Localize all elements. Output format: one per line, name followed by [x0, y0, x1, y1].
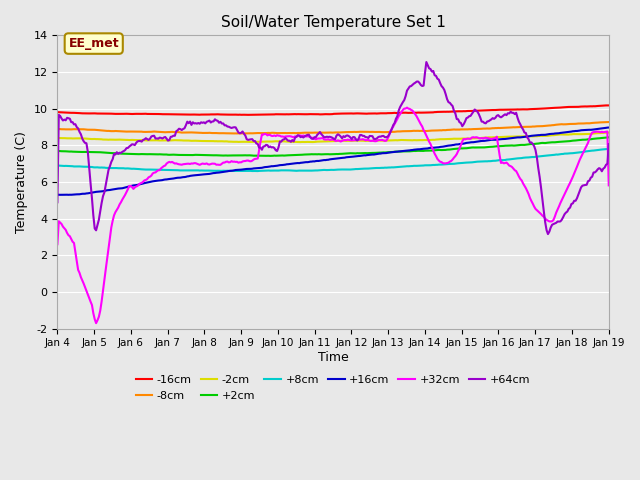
X-axis label: Time: Time	[317, 351, 348, 364]
-2cm	[233, 139, 241, 144]
Line: -16cm: -16cm	[58, 106, 609, 115]
+16cm	[402, 148, 410, 154]
-2cm	[402, 137, 410, 143]
+32cm	[605, 182, 612, 188]
+64cm	[456, 120, 463, 125]
+2cm	[605, 134, 612, 140]
-2cm	[272, 138, 280, 144]
-8cm	[235, 131, 243, 136]
-2cm	[605, 130, 612, 135]
+8cm	[233, 168, 241, 174]
Text: EE_met: EE_met	[68, 37, 119, 50]
+16cm	[453, 142, 461, 147]
+32cm	[457, 142, 465, 148]
-8cm	[120, 129, 127, 134]
+2cm	[273, 153, 281, 158]
-8cm	[273, 130, 281, 136]
-2cm	[54, 135, 61, 141]
+2cm	[233, 153, 241, 158]
Line: +2cm: +2cm	[58, 137, 609, 156]
+32cm	[454, 148, 462, 154]
Line: +32cm: +32cm	[58, 108, 609, 323]
+8cm	[254, 168, 262, 174]
Legend: -16cm, -8cm, -2cm, +2cm, +8cm, +16cm, +32cm, +64cm: -16cm, -8cm, -2cm, +2cm, +8cm, +16cm, +3…	[131, 371, 535, 405]
+64cm	[272, 147, 280, 153]
+32cm	[121, 192, 129, 198]
+8cm	[273, 168, 281, 173]
-16cm	[273, 111, 281, 117]
-16cm	[54, 109, 61, 115]
Line: +16cm: +16cm	[58, 128, 609, 195]
+8cm	[453, 160, 461, 166]
-8cm	[453, 127, 461, 132]
+8cm	[456, 160, 463, 166]
+16cm	[59, 192, 67, 198]
+64cm	[605, 141, 612, 147]
+2cm	[453, 146, 461, 152]
+32cm	[54, 241, 61, 247]
-2cm	[120, 137, 127, 143]
+16cm	[121, 185, 129, 191]
+32cm	[403, 105, 411, 110]
+16cm	[273, 163, 281, 168]
+8cm	[120, 166, 127, 171]
+16cm	[456, 141, 463, 147]
-16cm	[605, 103, 612, 108]
-16cm	[453, 108, 461, 114]
+64cm	[233, 127, 241, 133]
+32cm	[92, 320, 100, 326]
+8cm	[402, 164, 410, 169]
-2cm	[453, 136, 461, 142]
+16cm	[54, 192, 61, 198]
+64cm	[453, 116, 461, 122]
+2cm	[402, 149, 410, 155]
+64cm	[54, 199, 61, 205]
+2cm	[120, 151, 127, 156]
-8cm	[456, 127, 463, 132]
+2cm	[266, 153, 274, 159]
Line: +8cm: +8cm	[58, 149, 609, 171]
Y-axis label: Temperature (C): Temperature (C)	[15, 131, 28, 233]
+64cm	[544, 231, 552, 237]
+64cm	[120, 148, 127, 154]
+8cm	[54, 163, 61, 168]
+64cm	[422, 59, 430, 65]
+64cm	[401, 97, 408, 103]
-16cm	[233, 112, 241, 118]
+32cm	[402, 106, 410, 111]
Title: Soil/Water Temperature Set 1: Soil/Water Temperature Set 1	[221, 15, 445, 30]
-16cm	[120, 111, 127, 117]
-2cm	[297, 139, 305, 145]
-16cm	[402, 110, 410, 116]
Line: -8cm: -8cm	[58, 122, 609, 133]
+2cm	[54, 148, 61, 154]
+16cm	[235, 167, 243, 173]
-16cm	[456, 108, 463, 114]
-8cm	[605, 119, 612, 125]
+8cm	[605, 146, 612, 152]
-2cm	[456, 136, 463, 142]
Line: -2cm: -2cm	[58, 132, 609, 142]
-16cm	[244, 112, 252, 118]
+32cm	[273, 132, 281, 138]
-8cm	[233, 131, 241, 136]
-8cm	[54, 126, 61, 132]
+16cm	[605, 125, 612, 131]
Line: +64cm: +64cm	[58, 62, 609, 234]
+2cm	[456, 145, 463, 151]
-8cm	[402, 129, 410, 134]
+32cm	[235, 160, 243, 166]
